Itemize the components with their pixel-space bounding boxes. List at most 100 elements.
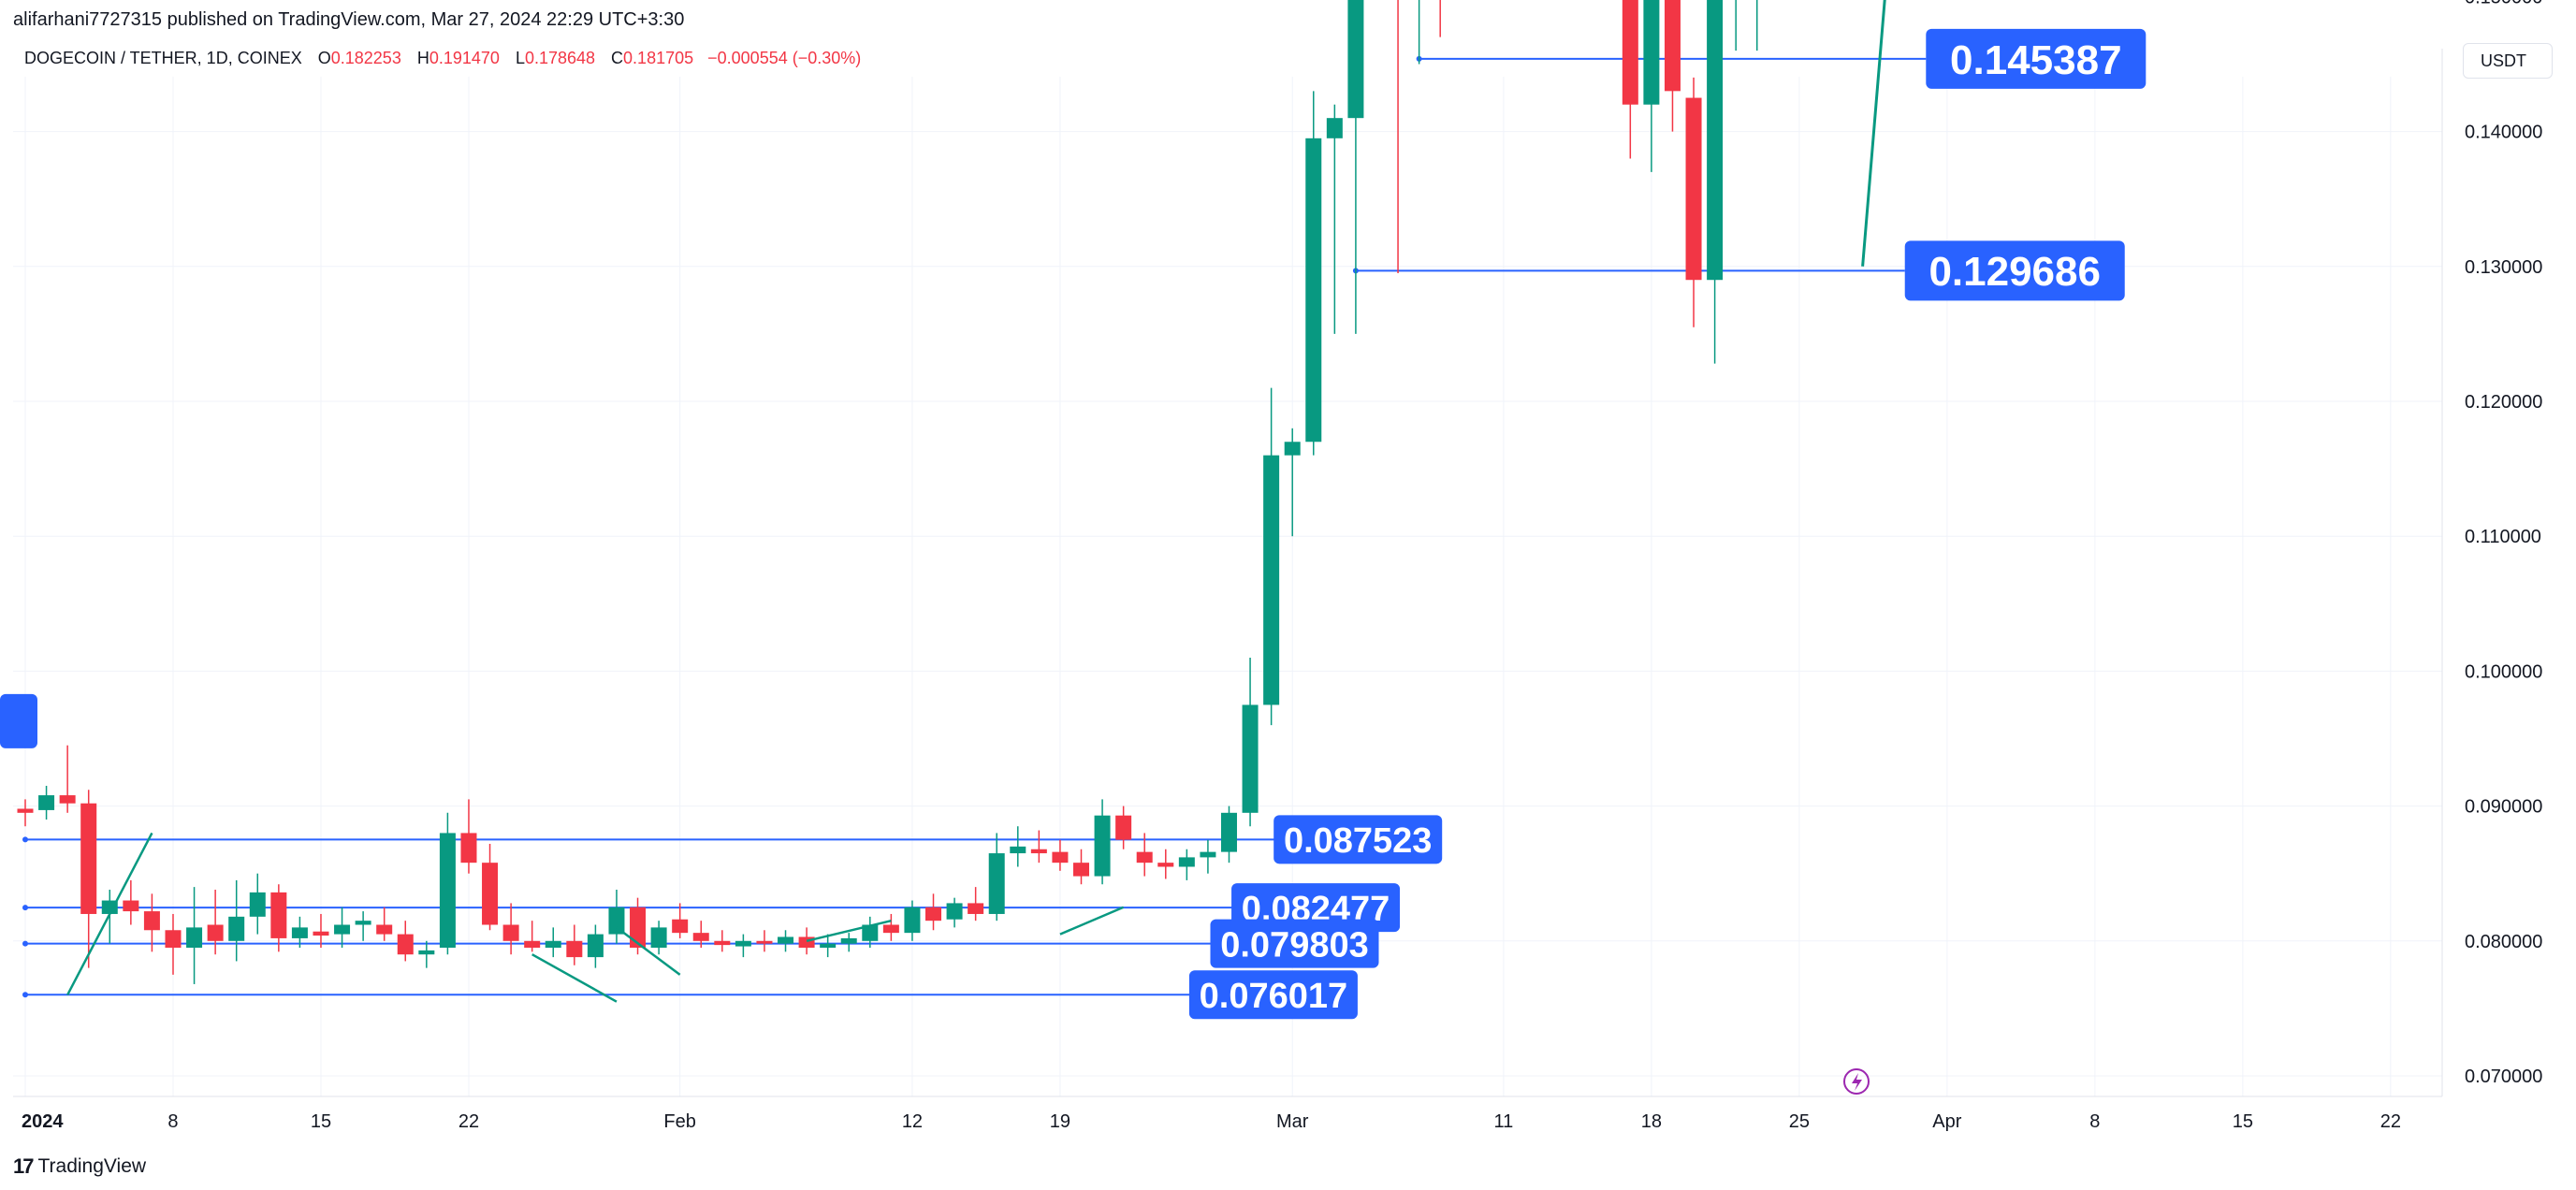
candle-body[interactable] xyxy=(566,940,583,958)
level-label-0.079803[interactable]: 0.079803 xyxy=(1210,919,1379,968)
candle-body[interactable] xyxy=(904,907,921,934)
candle-body[interactable] xyxy=(1052,851,1069,863)
candle-body[interactable] xyxy=(1136,851,1153,863)
candle-body[interactable] xyxy=(630,907,647,949)
time-axis-label: 2024 xyxy=(22,1111,64,1132)
candle-body[interactable] xyxy=(988,853,1005,914)
candle-body[interactable] xyxy=(650,927,667,949)
level-label-0.129686[interactable]: 0.129686 xyxy=(1904,240,2125,301)
candle-body[interactable] xyxy=(735,940,751,947)
time-axis-label: 15 xyxy=(311,1111,331,1132)
level-label-0.076017[interactable]: 0.076017 xyxy=(1188,970,1358,1020)
candle-body[interactable] xyxy=(545,940,561,949)
candle-body[interactable] xyxy=(1664,0,1681,92)
candle-body[interactable] xyxy=(798,936,815,949)
candle-body[interactable] xyxy=(397,934,414,955)
projection-arrow[interactable] xyxy=(1861,0,1947,267)
publisher-line: alifarhani7727315 published on TradingVi… xyxy=(13,9,685,30)
high-value: 0.191470 xyxy=(429,49,500,67)
candle-body[interactable] xyxy=(186,927,203,949)
trend-arrow-small[interactable] xyxy=(616,926,681,976)
candle-body[interactable] xyxy=(291,927,308,938)
candle-body[interactable] xyxy=(672,919,689,934)
lightning-icon[interactable] xyxy=(1843,1068,1870,1095)
candle-body[interactable] xyxy=(1220,812,1237,852)
candle-body[interactable] xyxy=(80,803,97,914)
candle-body[interactable] xyxy=(482,863,499,925)
candle-body[interactable] xyxy=(228,916,245,941)
candle-body[interactable] xyxy=(1707,0,1724,281)
offscreen-callout[interactable] xyxy=(0,693,37,748)
candle-body[interactable] xyxy=(502,924,519,941)
trend-arrow-small[interactable] xyxy=(1059,906,1125,936)
candle-body[interactable] xyxy=(587,934,604,958)
candle-body[interactable] xyxy=(123,900,139,912)
candle-body[interactable] xyxy=(1030,849,1047,854)
candle-body[interactable] xyxy=(1643,0,1660,105)
candle-body[interactable] xyxy=(946,903,963,920)
candle-body[interactable] xyxy=(1326,118,1343,138)
level-label-text: 0.076017 xyxy=(1200,977,1348,1016)
level-anchor-0.087523[interactable] xyxy=(22,836,28,843)
level-anchor-0.082477[interactable] xyxy=(22,905,28,911)
candle-body[interactable] xyxy=(882,924,899,934)
candle-body[interactable] xyxy=(714,940,731,946)
candle-body[interactable] xyxy=(1263,455,1280,705)
candle-body[interactable] xyxy=(1157,863,1174,867)
candle-body[interactable] xyxy=(270,892,287,938)
level-label-0.087523[interactable]: 0.087523 xyxy=(1273,815,1443,864)
candle-body[interactable] xyxy=(756,940,773,944)
candle-body[interactable] xyxy=(376,924,393,935)
trend-arrow-small[interactable] xyxy=(531,953,618,1003)
open-label: O xyxy=(317,49,331,67)
candle-body[interactable] xyxy=(968,903,984,914)
candle-body[interactable] xyxy=(1347,0,1364,119)
candle-body[interactable] xyxy=(1178,857,1195,867)
candle-body[interactable] xyxy=(313,931,329,936)
time-axis-label: 19 xyxy=(1050,1111,1070,1132)
candle-body[interactable] xyxy=(355,921,371,925)
level-anchor-0.079803[interactable] xyxy=(22,940,28,947)
candle-body[interactable] xyxy=(439,833,456,949)
candle-body[interactable] xyxy=(207,924,224,941)
candle-body[interactable] xyxy=(820,943,837,949)
candle-body[interactable] xyxy=(460,833,477,863)
candle-body[interactable] xyxy=(778,936,794,944)
candle-body[interactable] xyxy=(692,933,709,941)
level-anchor-0.076017[interactable] xyxy=(22,992,28,998)
candle-body[interactable] xyxy=(1242,704,1259,813)
trend-arrow-small[interactable] xyxy=(66,832,153,996)
candle-body[interactable] xyxy=(1115,815,1132,840)
currency-button[interactable]: USDT xyxy=(2463,43,2553,79)
candle-body[interactable] xyxy=(524,940,541,949)
candle-body[interactable] xyxy=(17,808,34,813)
candle-body[interactable] xyxy=(1305,138,1322,443)
candle-body[interactable] xyxy=(1622,0,1638,105)
candle-body[interactable] xyxy=(143,911,160,931)
candle-body[interactable] xyxy=(1685,97,1702,281)
tradingview-logo[interactable]: 17 TradingView xyxy=(13,1154,146,1179)
candle-body[interactable] xyxy=(1284,442,1301,456)
candle-body[interactable] xyxy=(38,795,55,810)
candle-body[interactable] xyxy=(334,924,351,935)
price-axis-label: 0.150000 xyxy=(2465,0,2542,7)
candle-body[interactable] xyxy=(1094,815,1111,877)
candle-body[interactable] xyxy=(249,892,266,917)
symbol-name[interactable]: DOGECOIN / TETHER, 1D, COINEX xyxy=(24,49,302,67)
candle-body[interactable] xyxy=(1200,851,1216,858)
candle-body[interactable] xyxy=(1073,863,1089,877)
candle-body[interactable] xyxy=(840,937,857,944)
candle-body[interactable] xyxy=(165,930,182,949)
level-label-0.145387[interactable]: 0.145387 xyxy=(1926,28,2147,89)
candle-body[interactable] xyxy=(862,924,879,941)
trend-arrow-small[interactable] xyxy=(806,919,892,943)
candle-body[interactable] xyxy=(59,795,76,804)
candle-body[interactable] xyxy=(418,950,435,955)
price-axis-label: 0.070000 xyxy=(2465,1067,2542,1087)
candle-body[interactable] xyxy=(608,907,625,935)
candle-body[interactable] xyxy=(925,907,942,922)
candle-body[interactable] xyxy=(1010,846,1026,854)
symbol-legend: DOGECOIN / TETHER, 1D, COINEX O0.182253 … xyxy=(24,49,861,68)
time-axis-label: 18 xyxy=(1641,1111,1662,1132)
